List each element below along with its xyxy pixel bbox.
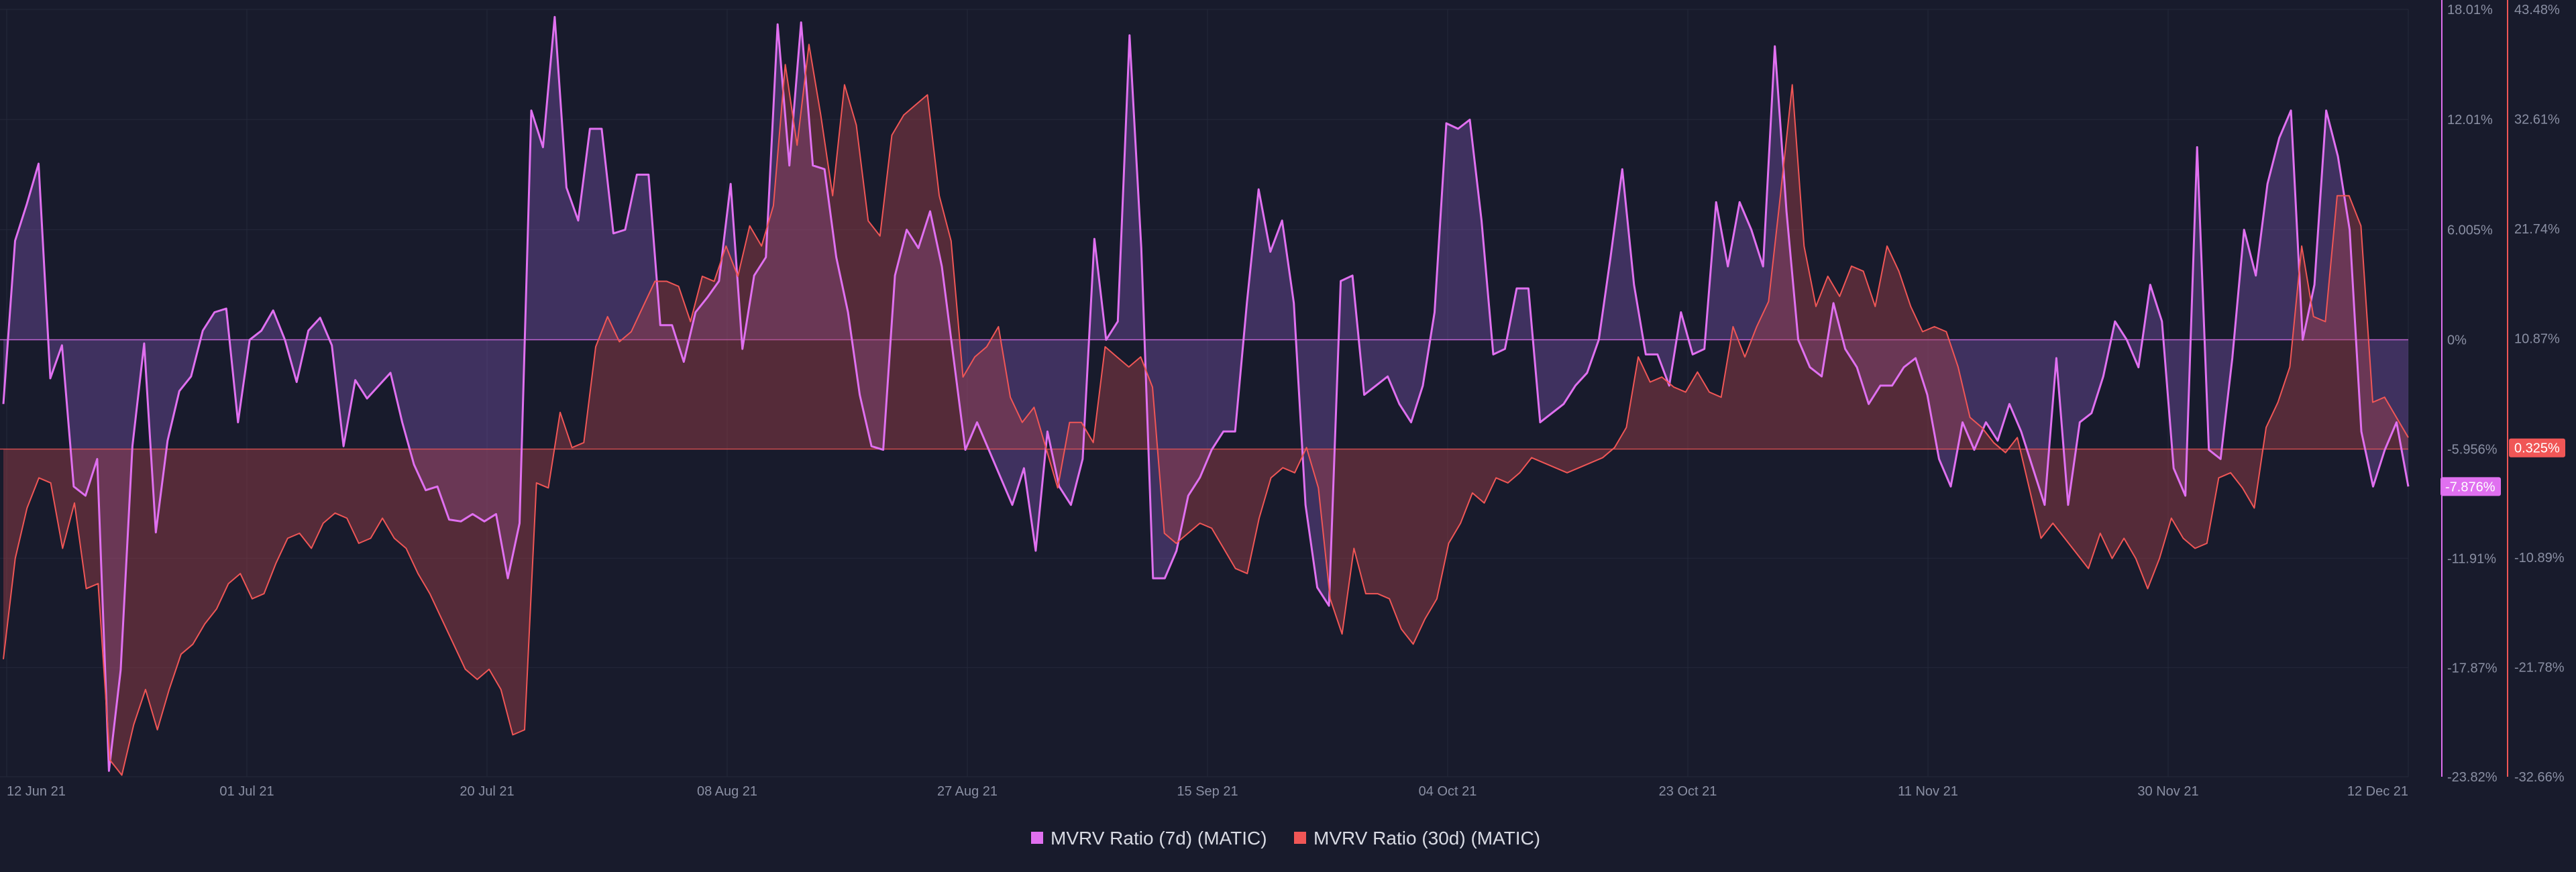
series-line-7d[interactable] — [2, 15, 2410, 772]
x-tick-label: 01 Jul 21 — [219, 784, 274, 799]
y-right-tick-label: -10.89% — [2514, 551, 2565, 565]
y-left-tick-label: 6.005% — [2447, 223, 2493, 237]
y-right-tick-label: -21.78% — [2514, 661, 2565, 675]
legend-label-7d[interactable]: MVRV Ratio (7d) (MATIC) — [1051, 828, 1267, 849]
x-tick-label: 23 Oct 21 — [1659, 784, 1717, 799]
x-tick-label: 15 Sep 21 — [1177, 784, 1238, 799]
area-fill-7d — [3, 17, 2408, 771]
y-left-tick-label: 18.01% — [2447, 3, 2493, 17]
x-tick-label: 12 Jun 21 — [7, 784, 66, 799]
last-value-badge-7d-text: -7.876% — [2445, 480, 2496, 494]
x-tick-label: 20 Jul 21 — [460, 784, 514, 799]
legend-swatch-7d[interactable] — [1031, 832, 1043, 844]
y-left-tick-label: -23.82% — [2447, 770, 2498, 785]
y-left-tick-label: -17.87% — [2447, 661, 2498, 675]
area-fill-30d — [3, 44, 2408, 775]
y-left-tick-label: -5.956% — [2447, 442, 2498, 457]
x-tick-label: 11 Nov 21 — [1898, 784, 1958, 799]
y-left-tick-label: -11.91% — [2447, 551, 2496, 566]
legend-label-30d[interactable]: MVRV Ratio (30d) (MATIC) — [1313, 828, 1540, 849]
y-right-tick-label: 43.48% — [2514, 3, 2560, 17]
series-lines — [2, 15, 2410, 776]
y-left-tick-label: 0% — [2447, 333, 2467, 348]
y-right-tick-label: 10.87% — [2514, 331, 2560, 346]
x-tick-label: 08 Aug 21 — [697, 784, 757, 799]
x-tick-label: 12 Dec 21 — [2347, 784, 2408, 799]
last-value-badge-30d — [2509, 438, 2565, 457]
x-tick-label: 30 Nov 21 — [2137, 784, 2198, 799]
y-right-tick-label: 21.74% — [2514, 222, 2560, 237]
series-line-30d[interactable] — [3, 44, 2409, 776]
legend-swatch-30d[interactable] — [1294, 832, 1306, 844]
y-right-tick-label: 32.61% — [2514, 112, 2560, 127]
legend: MVRV Ratio (7d) (MATIC) MVRV Ratio (30d)… — [1031, 828, 1540, 849]
axes: 18.01% 12.01% 6.005% 0% -5.956% -11.91% -17.87… — [7, 0, 2565, 799]
x-tick-label: 04 Oct 21 — [1419, 784, 1477, 799]
x-tick-label: 27 Aug 21 — [937, 784, 998, 799]
y-left-tick-label: 12.01% — [2447, 113, 2493, 127]
last-value-badge-30d-text: 0.325% — [2514, 441, 2560, 456]
last-value-badge-7d — [2440, 477, 2501, 496]
y-right-tick-label: -32.66% — [2514, 770, 2565, 785]
series-fills — [0, 17, 2408, 775]
